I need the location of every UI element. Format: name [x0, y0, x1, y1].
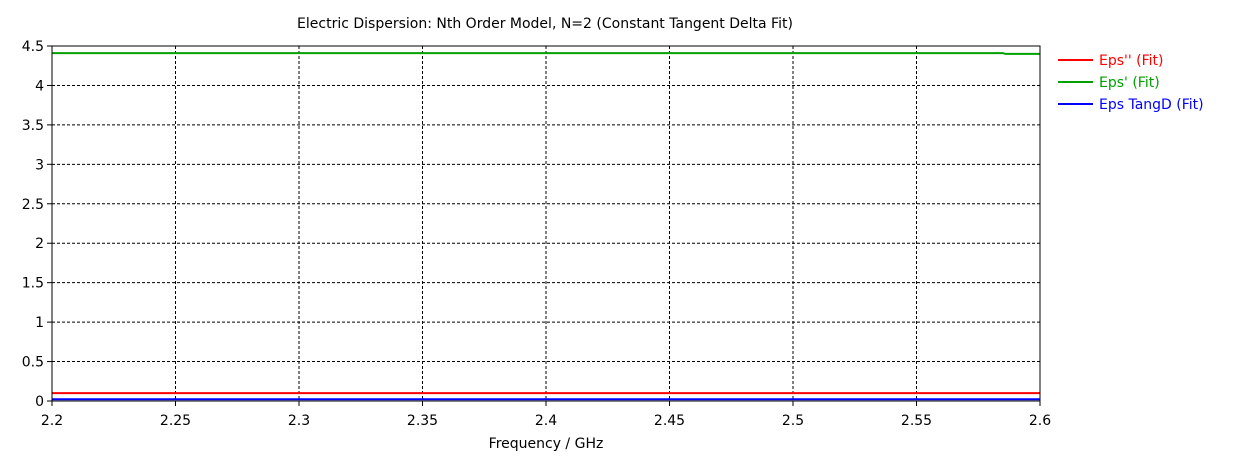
legend-label: Eps' (Fit) [1099, 75, 1160, 91]
x-tick-label: 2.55 [901, 413, 932, 429]
legend-label: Eps TangD (Fit) [1099, 97, 1204, 113]
y-axis-ticks: 0 0.5 1 1.5 2 2.5 3 3.5 4 4.5 [22, 39, 52, 410]
y-tick-label: 4.5 [22, 39, 44, 55]
x-axis-ticks: 2.2 2.25 2.3 2.35 2.4 2.45 2.5 2.55 2.6 [41, 401, 1051, 429]
legend-label: Eps'' (Fit) [1099, 53, 1164, 69]
y-tick-label: 3.5 [22, 118, 44, 134]
y-tick-label: 0 [35, 394, 44, 410]
y-tick-label: 3 [35, 157, 44, 173]
y-tick-label: 4 [35, 78, 44, 94]
series-layer [52, 52, 1040, 401]
y-tick-label: 0.5 [22, 355, 44, 371]
x-tick-label: 2.35 [407, 413, 438, 429]
x-tick-label: 2.6 [1029, 413, 1051, 429]
y-tick-label: 1 [35, 315, 44, 331]
x-tick-label: 2.5 [782, 413, 804, 429]
legend: Eps'' (Fit) Eps' (Fit) Eps TangD (Fit) [1058, 53, 1204, 113]
x-tick-label: 2.4 [535, 413, 557, 429]
y-tick-label: 1.5 [22, 276, 44, 292]
x-tick-label: 2.2 [41, 413, 63, 429]
x-axis-label: Frequency / GHz [489, 436, 604, 452]
grid [52, 46, 1040, 401]
series-line-2 [52, 52, 1040, 55]
x-tick-label: 2.25 [160, 413, 191, 429]
y-tick-label: 2 [35, 236, 44, 252]
x-tick-label: 2.45 [654, 413, 685, 429]
chart-title: Electric Dispersion: Nth Order Model, N=… [297, 16, 793, 32]
x-tick-label: 2.3 [288, 413, 310, 429]
y-tick-label: 2.5 [22, 197, 44, 213]
